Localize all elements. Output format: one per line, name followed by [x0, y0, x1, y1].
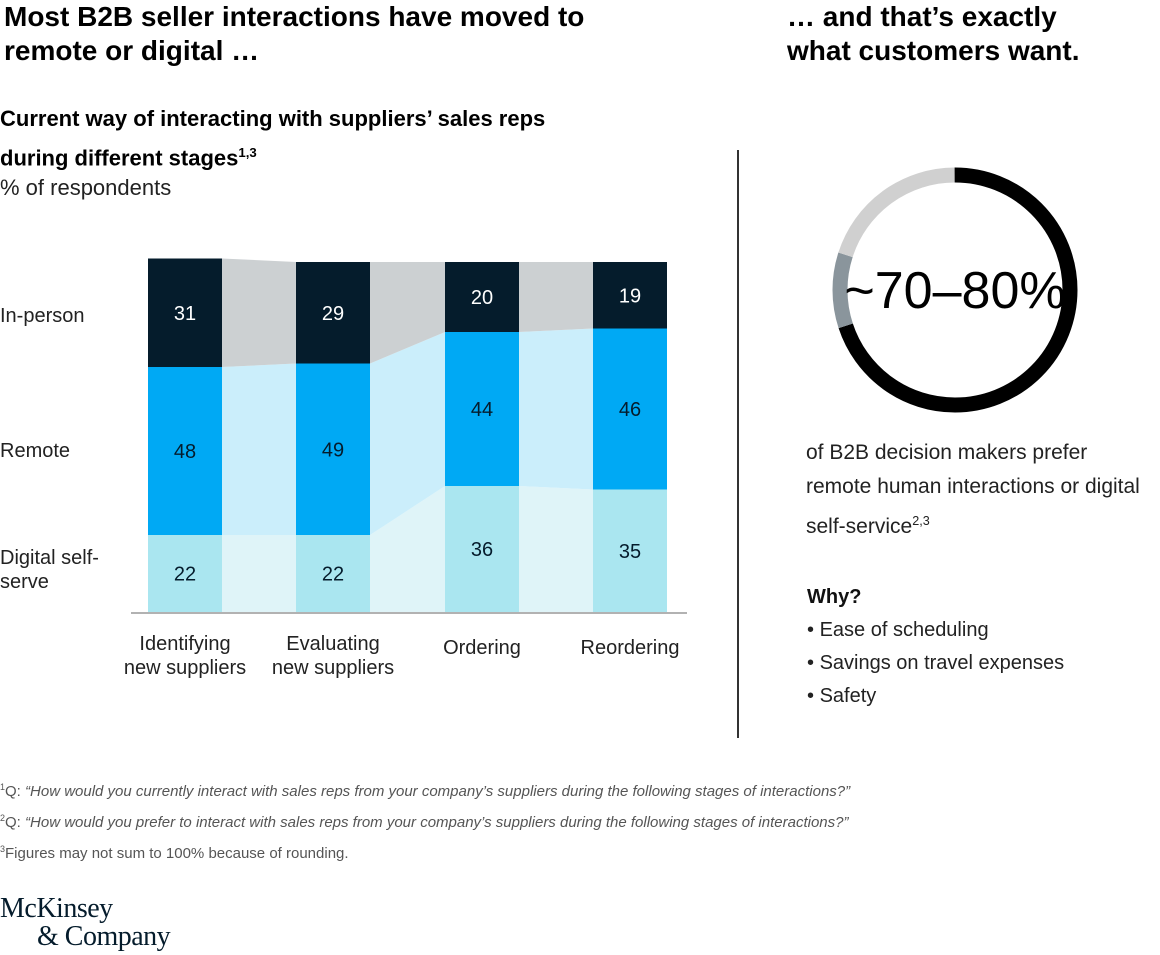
data-label: 31: [174, 303, 196, 325]
why-item-text: Savings on travel expenses: [819, 652, 1065, 674]
divider: [737, 150, 739, 738]
category-label-line: new suppliers: [123, 657, 247, 679]
footnote-2: 2Q: “How would you prefer to interact wi…: [0, 805, 1100, 836]
left-title: Most B2B seller interactions have moved …: [4, 1, 585, 66]
connector-digital: [370, 486, 445, 612]
bar-remote: [296, 363, 370, 535]
row-label-digital: Digital self-serve: [0, 547, 99, 593]
connector-remote: [519, 328, 593, 490]
footnote-num: 2: [0, 813, 6, 823]
connector-in-person: [370, 262, 445, 364]
bar-remote: [593, 328, 667, 490]
row-label-remote: Remote: [0, 440, 71, 462]
data-label: 46: [619, 399, 641, 421]
connector-digital: [222, 535, 296, 612]
why-item-text: Safety: [819, 685, 877, 707]
logo-line1: McKinsey: [0, 893, 113, 924]
category-label-line: new suppliers: [271, 657, 395, 679]
category-label: Reordering: [550, 636, 710, 660]
footnote-text: “How would you prefer to interact with s…: [25, 814, 849, 831]
bar-remote: [445, 332, 519, 486]
why-item: • Savings on travel expenses: [807, 652, 1065, 674]
footnote-3: 3Figures may not sum to 100% because of …: [0, 836, 1100, 867]
why-item-text: Ease of scheduling: [819, 619, 989, 641]
bar-in-person: [296, 262, 370, 364]
data-label: 35: [619, 541, 641, 563]
data-label: 36: [471, 539, 493, 561]
chart-title-sup: 1,3: [238, 145, 257, 160]
donut-chart: ~70–80%: [832, 167, 1078, 413]
bar-remote: [148, 367, 222, 535]
connector-remote: [222, 363, 296, 535]
donut-label: ~70–80%: [844, 262, 1065, 320]
right-title: … and that’s exactly what customers want…: [787, 1, 1080, 66]
right-text-body: of B2B decision makers prefer remote hum…: [806, 441, 1140, 538]
footnote-text: “How would you currently interact with s…: [25, 783, 851, 800]
why-item: • Ease of scheduling: [807, 619, 989, 641]
connector-in-person: [519, 262, 593, 332]
footnote-text: Figures may not sum to 100% because of r…: [5, 845, 349, 862]
stacked-bar-chart: 22 48 31 22 49 29 36 44 20 35 46 19: [131, 258, 687, 614]
chart-title-text: Current way of interacting with supplier…: [0, 106, 546, 171]
footnote-num: 3: [0, 844, 6, 854]
footnote-prefix: Q:: [5, 814, 26, 831]
footnote-num: 1: [0, 782, 6, 792]
donut-mid-arc: [832, 167, 1078, 413]
connector-remote: [370, 332, 445, 535]
bar-in-person: [593, 262, 667, 329]
bar-digital: [296, 535, 370, 612]
logo-line2: & Company: [37, 921, 171, 952]
donut-rest-arc: [832, 167, 1078, 413]
data-label: 19: [619, 285, 641, 307]
data-label: 49: [322, 439, 344, 461]
why-list: • Ease of scheduling • Savings on travel…: [807, 614, 1064, 713]
data-label: 44: [471, 399, 493, 421]
footnote-prefix: Q:: [5, 783, 26, 800]
category-label-line: Evaluating: [286, 633, 380, 655]
connector-in-person: [222, 258, 296, 367]
mckinsey-logo: McKinsey & Company: [0, 893, 171, 952]
why-item: • Safety: [807, 685, 877, 707]
right-text-sup: 2,3: [912, 514, 930, 528]
category-label: Evaluating new suppliers: [253, 632, 413, 680]
category-label: Identifying new suppliers: [105, 632, 265, 680]
chart-unit: % of respondents: [0, 175, 172, 200]
footnote-1: 1Q: “How would you currently interact wi…: [0, 774, 1100, 805]
bar-in-person: [445, 262, 519, 332]
category-label-line: Ordering: [443, 637, 521, 659]
bar-digital: [148, 535, 222, 612]
why-heading: Why?: [807, 586, 862, 608]
category-label-line: Identifying: [139, 633, 231, 655]
connector-digital: [519, 486, 593, 612]
chart-title: Current way of interacting with supplier…: [0, 102, 600, 175]
bar-in-person: [148, 258, 222, 367]
bar-digital: [445, 486, 519, 612]
category-label: Ordering: [402, 636, 562, 660]
row-label-in-person: In-person: [0, 305, 85, 327]
footnotes: 1Q: “How would you currently interact wi…: [0, 774, 1100, 867]
data-label: 29: [322, 303, 344, 325]
data-label: 22: [174, 564, 196, 586]
data-label: 22: [322, 564, 344, 586]
bar-digital: [593, 489, 667, 612]
right-text: of B2B decision makers prefer remote hum…: [806, 436, 1146, 544]
data-label: 48: [174, 441, 196, 463]
category-label-line: Reordering: [580, 637, 680, 659]
data-label: 20: [471, 287, 493, 309]
